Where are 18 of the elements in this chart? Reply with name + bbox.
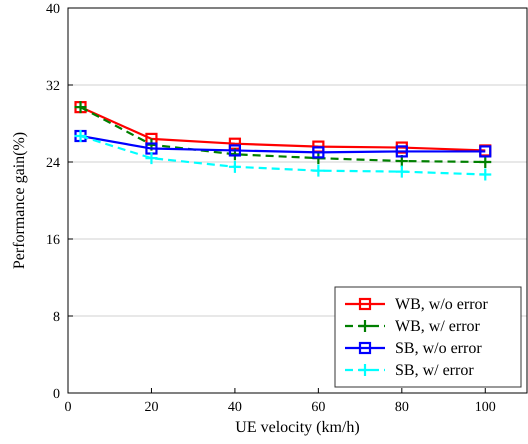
y-tick-label: 16	[46, 233, 60, 248]
y-axis-title: Performance gain(%)	[11, 132, 28, 270]
y-tick-label: 32	[46, 79, 60, 94]
legend-label: WB, w/o error	[395, 296, 489, 313]
legend-label: SB, w/o error	[395, 340, 482, 357]
x-tick-label: 60	[311, 400, 326, 415]
x-tick-label: 20	[144, 400, 158, 415]
legend-label: SB, w/ error	[395, 362, 474, 379]
x-tick-label: 0	[64, 400, 72, 415]
y-tick-label: 40	[46, 2, 60, 17]
x-tick-label: 100	[474, 400, 496, 415]
y-tick-label: 24	[46, 156, 60, 171]
legend-label: WB, w/ error	[395, 318, 481, 335]
y-tick-label: 0	[53, 387, 60, 402]
x-axis-title: UE velocity (km/h)	[235, 419, 360, 436]
x-tick-label: 40	[228, 400, 242, 415]
y-tick-label: 8	[53, 310, 60, 325]
x-tick-label: 80	[394, 400, 409, 415]
